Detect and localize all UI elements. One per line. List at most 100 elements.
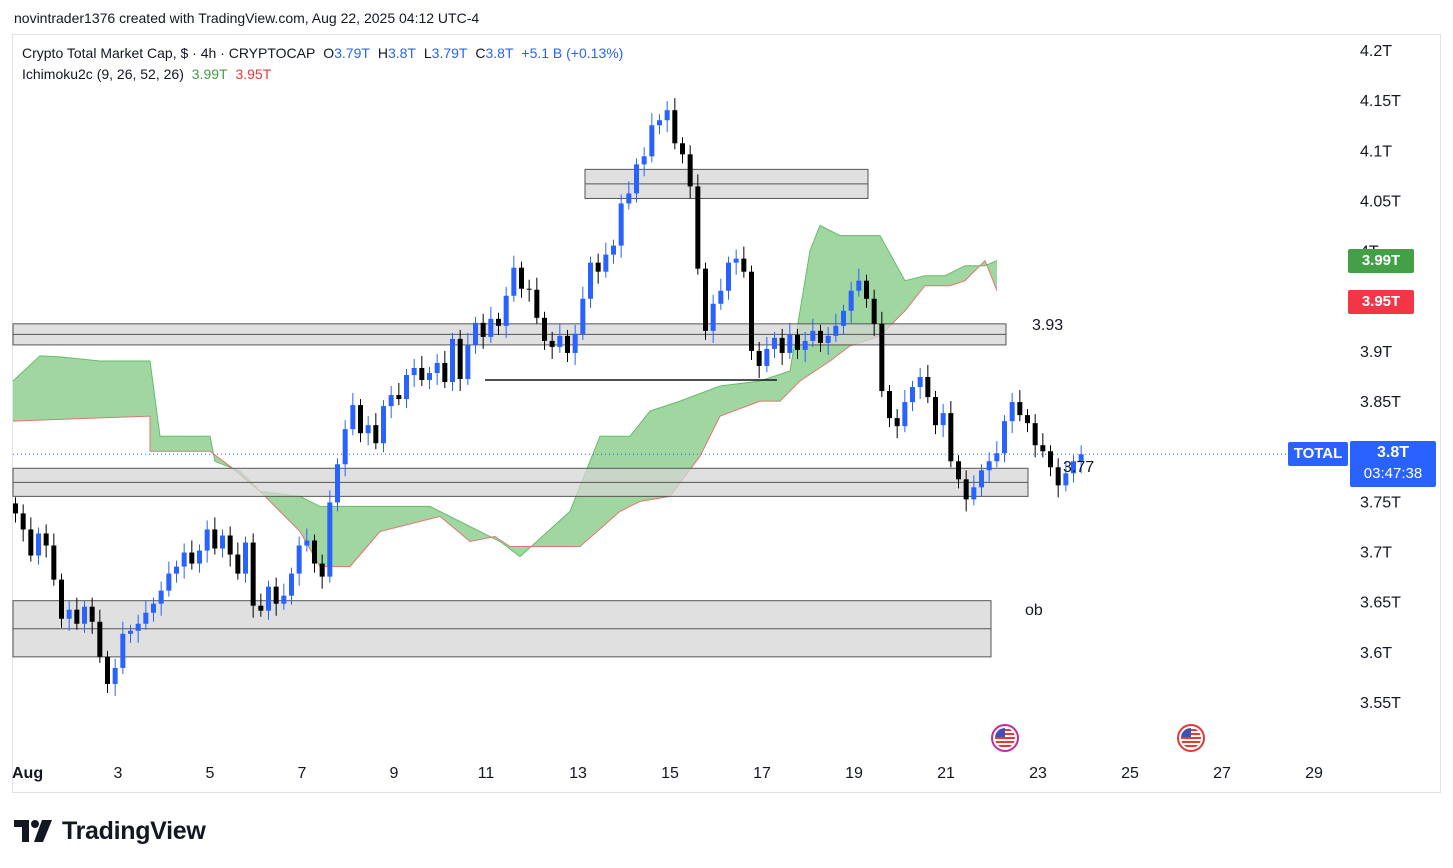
candle-body <box>641 156 647 165</box>
candle-body <box>381 406 386 444</box>
candle-body <box>572 333 578 353</box>
candle-body <box>1040 445 1046 452</box>
candle-body <box>833 325 839 336</box>
candle-body <box>664 110 670 121</box>
candle-body <box>319 563 325 577</box>
candle-body <box>166 573 172 591</box>
last-price: 3.8T <box>1376 444 1409 461</box>
candle-body <box>358 405 363 434</box>
candle-body <box>772 337 777 349</box>
candle-body <box>672 110 678 144</box>
candle-body <box>549 340 555 347</box>
candle-body <box>373 425 379 444</box>
candle-body <box>388 395 394 407</box>
candle-body <box>902 402 908 427</box>
candle-body <box>986 461 992 471</box>
tradingview-logo-icon <box>14 820 52 842</box>
x-tick-label: 19 <box>845 765 863 782</box>
candle-body <box>519 267 524 289</box>
indicator-title: Ichimoku2c (9, 26, 52, 26) <box>22 66 184 82</box>
candle-body <box>588 262 593 299</box>
candle-body <box>327 502 333 577</box>
candle-body <box>741 258 747 272</box>
x-tick-label: 27 <box>1213 765 1231 782</box>
candle-body <box>557 335 563 347</box>
indicator-legend[interactable]: Ichimoku2c (9, 26, 52, 26) 3.99T 3.95T <box>22 66 275 82</box>
chart-frame <box>12 34 1441 793</box>
indicator-value-1: 3.99T <box>191 66 228 82</box>
candle-body <box>488 318 494 337</box>
change-value: +5.1 B (+0.13%) <box>521 45 624 61</box>
candle-body <box>718 290 724 304</box>
candle-body <box>779 337 785 353</box>
x-tick-label: 23 <box>1029 765 1047 782</box>
candle-body <box>726 262 731 291</box>
candle-body <box>235 554 241 574</box>
candle-body <box>856 280 862 291</box>
candle-body <box>565 335 570 353</box>
candle-body <box>43 533 49 546</box>
candle-body <box>434 362 440 373</box>
us-flag-icon[interactable] <box>1177 724 1205 752</box>
annotation-3-93: 3.93 <box>1032 317 1064 334</box>
candle-body <box>1017 402 1023 416</box>
x-tick-label: 9 <box>390 765 399 782</box>
candle-body <box>795 334 800 350</box>
candle-body <box>342 429 348 465</box>
tradingview-logo[interactable]: TradingView <box>14 816 206 846</box>
candle-body <box>105 656 110 684</box>
candle-body <box>1063 473 1069 486</box>
candle-body <box>36 533 41 556</box>
x-tick-label: 15 <box>661 765 679 782</box>
y-tick-label: 3.6T <box>1360 645 1392 662</box>
candle-body <box>28 529 34 556</box>
candle-body <box>864 280 869 299</box>
candle-body <box>1032 423 1038 446</box>
us-flag-icon[interactable] <box>991 724 1019 752</box>
low-label: L3.79T <box>423 45 468 61</box>
candle-body <box>1078 454 1084 462</box>
candle-body <box>887 391 892 419</box>
candle-body <box>710 303 716 331</box>
candle-body <box>841 310 846 326</box>
candle-body <box>212 529 218 549</box>
candle-body <box>994 453 1000 462</box>
candle-body <box>703 268 708 331</box>
candle-body <box>611 245 616 255</box>
candle-body <box>66 609 72 619</box>
tradingview-brand: TradingView <box>62 816 206 845</box>
y-tick-label: 3.65T <box>1360 595 1401 612</box>
candle-body <box>174 566 179 574</box>
candle-body <box>687 154 693 187</box>
candle-body <box>20 513 26 530</box>
x-tick-label: 25 <box>1121 765 1139 782</box>
candle-body <box>350 405 356 430</box>
candle-body <box>473 322 478 345</box>
candle-body <box>917 377 923 388</box>
candle-body <box>680 143 685 155</box>
y-tick-label: 3.9T <box>1360 344 1392 361</box>
candle-body <box>963 479 969 500</box>
y-tick-label: 4.05T <box>1360 193 1401 210</box>
x-tick-label: 3 <box>114 765 123 782</box>
y-tick-label: 4.15T <box>1360 93 1401 110</box>
candle-body <box>296 545 302 574</box>
candle-body <box>595 262 601 272</box>
candle-body <box>503 295 509 326</box>
candle-body <box>158 590 164 604</box>
x-tick-label: 13 <box>569 765 587 782</box>
candle-body <box>649 125 655 157</box>
candle-body <box>1048 451 1053 468</box>
symbol-legend: Crypto Total Market Cap, $ · 4h · CRYPTO… <box>22 45 627 61</box>
candle-body <box>618 203 624 246</box>
candle-body <box>1002 421 1007 454</box>
candle-body <box>189 552 195 564</box>
chart-attribution: novintrader1376 created with TradingView… <box>14 10 480 26</box>
x-tick-label: 11 <box>478 765 495 782</box>
candle-body <box>289 573 294 596</box>
candle-body <box>151 603 156 613</box>
ichimoku-cloud <box>13 225 997 567</box>
symbol-title: Crypto Total Market Cap, $ · 4h · CRYPTO… <box>22 45 316 61</box>
candle-body <box>335 464 340 503</box>
